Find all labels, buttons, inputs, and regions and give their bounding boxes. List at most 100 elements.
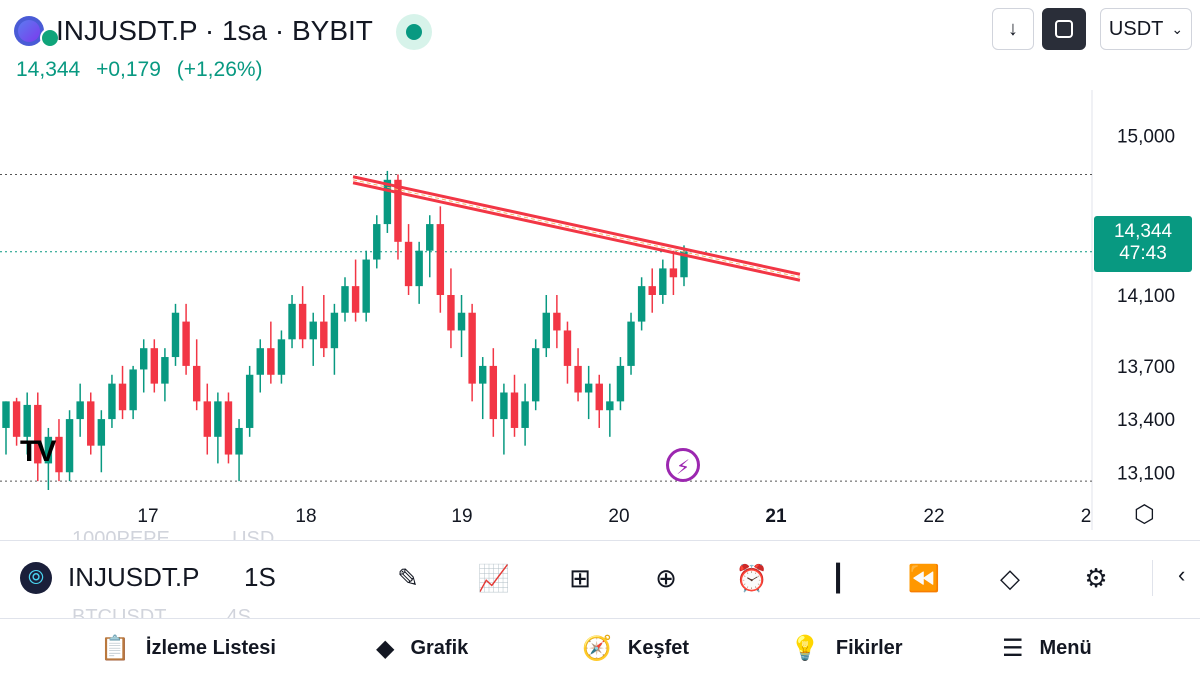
candle-body [415, 250, 423, 287]
candle-body [627, 321, 635, 366]
y-tick-label: 15,000 [1117, 126, 1175, 147]
toolbar-symbol[interactable]: INJUSDT.P [68, 562, 200, 592]
settings-sliders-icon[interactable]: ⚙ [1084, 563, 1108, 593]
market-status-indicator[interactable] [396, 14, 432, 50]
candle-body [34, 404, 42, 464]
watchlist-icon: 📋 [100, 634, 130, 662]
price-tag-value: 14,344 [1113, 221, 1173, 242]
nav-item-0[interactable]: 📋 İzleme Listesi [100, 632, 276, 664]
nav-item-1[interactable]: ◆ Grafik [376, 632, 468, 664]
injective-logo-icon [18, 20, 40, 42]
price-change-percent: (+1,26%) [176, 58, 263, 81]
candle-body [489, 365, 498, 420]
candle-body [161, 357, 169, 384]
candle-body [214, 401, 222, 437]
candle-body [616, 365, 625, 402]
lightning-icon[interactable]: ⚡ [666, 448, 700, 482]
ideas-icon: 💡 [790, 634, 820, 662]
candle-body [595, 383, 603, 411]
candle-body [521, 401, 529, 428]
candle-body [140, 348, 148, 370]
add-icon[interactable]: ⊕ [655, 563, 677, 593]
candle-body [171, 312, 180, 358]
candle-body [320, 321, 328, 349]
arrow-down-icon: ↓ [1008, 17, 1018, 40]
candle-body [553, 312, 561, 331]
candle-body [2, 401, 10, 428]
candle-body [373, 224, 381, 260]
candle-body [542, 312, 550, 349]
currency-select[interactable]: USDT ⌄ [1100, 8, 1192, 50]
chart-toolbar [0, 540, 1200, 619]
candle-body [447, 295, 455, 331]
x-tick-label: 19 [451, 506, 472, 527]
nav-label: Grafik [410, 636, 469, 659]
candle-body [65, 419, 74, 473]
x-tick-label: 20 [608, 506, 629, 527]
candle-body [256, 348, 264, 375]
x-tick-label: 18 [295, 506, 316, 527]
candle-body [298, 303, 307, 340]
candle-body [277, 339, 286, 375]
candle-body [479, 365, 487, 384]
chevron-left-icon[interactable]: ‹ [1178, 562, 1186, 587]
fullscreen-button[interactable] [1042, 8, 1086, 50]
candle-body [182, 321, 190, 366]
candle-body [426, 224, 434, 251]
x-tick-label: 21 [765, 506, 787, 527]
x-tick-label: 22 [923, 506, 944, 527]
layouts-icon[interactable]: ⊞ [569, 563, 591, 593]
nav-item-4[interactable]: ☰ Menü [1002, 632, 1092, 664]
candle-body [341, 286, 349, 313]
y-tick-label: 13,400 [1117, 410, 1175, 431]
candle-body [245, 374, 254, 428]
candle-body [659, 268, 667, 295]
fullscreen-icon [1055, 20, 1073, 38]
tradingview-watermark-icon[interactable]: TV [20, 435, 56, 468]
candle-body [192, 365, 201, 402]
y-tick-label: 14,100 [1117, 286, 1175, 307]
candle-body [669, 268, 678, 278]
download-button[interactable]: ↓ [992, 8, 1034, 50]
indicators-icon[interactable]: 📈 [477, 563, 511, 593]
candle-body [330, 312, 339, 349]
candle-body [44, 436, 53, 464]
alarm-icon[interactable]: ⏰ [735, 563, 769, 593]
nav-item-3[interactable]: 💡 Fikirler [790, 632, 903, 664]
candle-body [637, 286, 646, 322]
toolbar-interval[interactable]: 1S [244, 562, 276, 592]
symbol-logo [14, 16, 60, 48]
candle-body [680, 251, 688, 278]
hexagon-settings-icon[interactable]: ⬡ [1134, 501, 1155, 528]
candle-body [404, 241, 413, 287]
candle-body [500, 392, 508, 420]
layers-icon[interactable]: ◇ [1000, 563, 1020, 593]
candle-body [12, 401, 21, 437]
bottom-navigation [0, 618, 1200, 676]
candle-body [23, 404, 31, 437]
currency-label: USDT [1108, 17, 1164, 40]
replay-icon[interactable]: ⏪ [907, 563, 941, 593]
y-tick-label: 13,100 [1117, 463, 1175, 484]
candle-body [584, 383, 593, 393]
candle-body [468, 312, 476, 384]
candle-body [224, 401, 233, 455]
price-change: +0,179 [96, 58, 161, 81]
candles-icon[interactable]: ┃ [830, 563, 846, 593]
menu-icon: ☰ [1002, 634, 1024, 662]
candle-body [362, 259, 370, 313]
symbol-title[interactable]: INJUSDT.P · 1sa · BYBIT [56, 15, 373, 46]
candle-body [648, 286, 656, 295]
drawing-tool-icon[interactable]: ✎ [397, 563, 419, 593]
price-chart[interactable]: 15,00014,50014,10013,70013,40013,1001718… [0, 90, 1200, 530]
candle-body [118, 383, 127, 411]
nav-label: Keşfet [627, 636, 690, 659]
candle-body [574, 365, 582, 393]
candle-body [97, 419, 106, 446]
nav-item-2[interactable]: 🧭 Keşfet [582, 632, 689, 664]
last-price: 14,344 [16, 58, 81, 81]
candle-body [309, 321, 317, 340]
exchange-badge-icon [40, 28, 60, 48]
candle-body [383, 179, 392, 225]
candle-body [606, 401, 614, 411]
